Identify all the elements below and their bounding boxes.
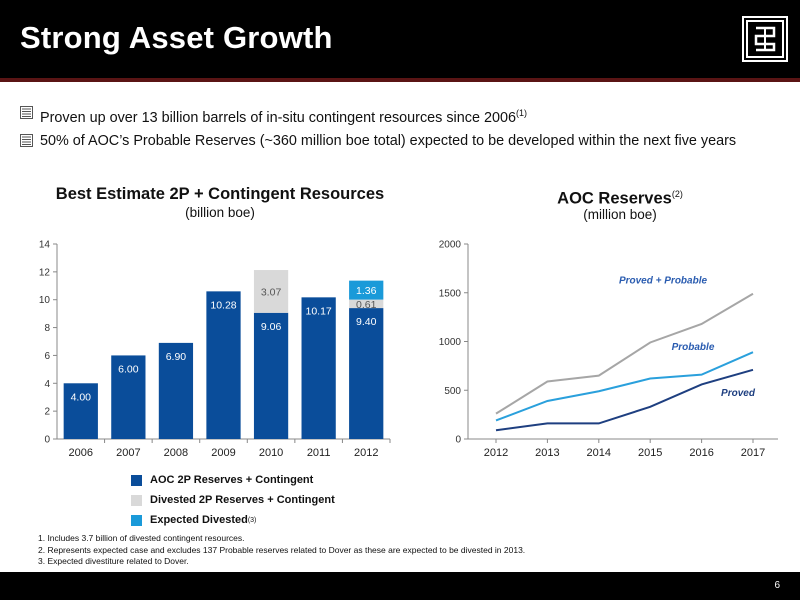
- bar-x-tick-label: 2012: [354, 447, 378, 459]
- legend-item-aoc: AOC 2P Reserves + Contingent: [131, 470, 335, 490]
- bar-segment: [158, 342, 194, 439]
- page-title: Strong Asset Growth: [20, 20, 333, 55]
- line-chart-subtitle: (million boe): [583, 207, 657, 222]
- bar-x-tick-label: 2006: [69, 447, 93, 459]
- bar-y-tick-label: 14: [39, 240, 51, 251]
- bar-segment: [111, 355, 146, 439]
- line-series: [495, 368, 754, 432]
- bar-data-label: 10.28: [210, 299, 236, 311]
- bar-data-label: 4.00: [71, 391, 92, 403]
- footnote-2: 2. Represents expected case and excludes…: [38, 544, 526, 555]
- line-x-tick-label: 2012: [484, 447, 508, 459]
- line-y-tick-label: 500: [444, 386, 461, 397]
- line-series: [495, 292, 754, 415]
- line-series: [495, 351, 754, 422]
- bullet-item: 50% of AOC’s Probable Reserves (~360 mil…: [20, 132, 795, 150]
- bar-data-label: 0.61: [356, 299, 377, 311]
- line-x-tick-label: 2015: [638, 447, 662, 459]
- bar-segment: [206, 291, 241, 439]
- bar-data-label: 6.90: [166, 351, 187, 363]
- bullet-square-icon: [20, 106, 33, 119]
- bullet-list: Proven up over 13 billion barrels of in-…: [20, 104, 795, 155]
- line-y-tick-label: 1000: [439, 337, 462, 348]
- bullet-footnote-marker: (1): [515, 108, 527, 118]
- bullet-text: 50% of AOC’s Probable Reserves (~360 mil…: [40, 132, 737, 149]
- footnotes: 1. Includes 3.7 billion of divested cont…: [38, 533, 525, 568]
- legend-swatch-expected: [131, 514, 142, 526]
- legend-swatch-aoc: [131, 474, 142, 486]
- bar-segment: [349, 308, 384, 439]
- header-bar: Strong Asset Growth: [0, 0, 800, 78]
- line-y-tick-label: 1500: [439, 288, 462, 299]
- bar-segment: [349, 280, 384, 300]
- legend-label: Expected Divested: [150, 514, 248, 526]
- line-series-label: Proved + Probable: [619, 276, 708, 287]
- legend-swatch-divested: [131, 494, 142, 506]
- bar-segment: [301, 297, 336, 439]
- footer-bar: 6: [0, 572, 800, 600]
- legend-label: AOC 2P Reserves + Contingent: [150, 474, 314, 486]
- line-series-label: Probable: [672, 342, 715, 353]
- bar-y-tick-label: 10: [39, 295, 51, 306]
- bar-x-tick-label: 2008: [164, 447, 188, 459]
- bar-chart-legend: AOC 2P Reserves + Contingent Divested 2P…: [131, 470, 335, 530]
- bullet-square-icon: [20, 133, 33, 147]
- bar-y-tick-label: 8: [44, 323, 50, 334]
- bar-y-tick-label: 12: [39, 267, 51, 278]
- bar-segment: [253, 312, 289, 439]
- legend-item-divested: Divested 2P Reserves + Contingent: [131, 490, 335, 510]
- line-x-tick-label: 2014: [587, 447, 611, 459]
- bullet-text: Proven up over 13 billion barrels of in-…: [40, 109, 516, 126]
- bar-segment: [253, 270, 289, 313]
- bar-segment: [349, 299, 384, 309]
- bar-data-label: 1.36: [356, 285, 377, 297]
- header-rule: [0, 78, 800, 82]
- bar-y-tick-label: 2: [44, 407, 50, 418]
- bar-y-tick-label: 4: [44, 379, 50, 390]
- line-x-tick-label: 2016: [689, 447, 713, 459]
- line-x-tick-label: 2017: [741, 447, 765, 459]
- bullet-item: Proven up over 13 billion barrels of in-…: [20, 104, 795, 127]
- footnote-3: 3. Expected divestiture related to Dover…: [38, 556, 189, 566]
- line-chart: 0 500 1000 1500 2000 2012 2013 2014 2015 2016 2017…: [439, 240, 778, 459]
- legend-item-expected: Expected Divested (3): [131, 510, 335, 530]
- bar-x-tick-label: 2009: [211, 447, 235, 459]
- bar-x-tick-label: 2011: [307, 447, 331, 459]
- bar-y-tick-label: 0: [44, 435, 50, 446]
- legend-footnote-marker: (3): [247, 516, 257, 524]
- bar-x-tick-label: 2010: [259, 447, 283, 459]
- line-x-tick-label: 2013: [535, 447, 559, 459]
- bar-data-label: 9.06: [261, 321, 282, 333]
- bar-data-label: 6.00: [118, 363, 139, 375]
- line-chart-title-footnote: (2): [671, 189, 683, 199]
- bar-segment: [63, 383, 98, 439]
- line-series-label: Proved: [721, 388, 756, 399]
- line-y-tick-label: 0: [455, 435, 461, 446]
- bar-chart-subtitle: (billion boe): [185, 205, 255, 220]
- page-number: 6: [774, 580, 780, 591]
- bar-x-tick-label: 2007: [116, 447, 140, 459]
- bar-data-label: 3.07: [261, 286, 282, 298]
- footnote-1: 1. Includes 3.7 billion of divested cont…: [38, 533, 245, 543]
- bar-chart-title: Best Estimate 2P + Contingent Resources: [55, 185, 385, 203]
- bar-data-label: 10.17: [306, 305, 332, 317]
- legend-label: Divested 2P Reserves + Contingent: [150, 494, 335, 506]
- line-chart-title: AOC Reserves(2): [557, 189, 683, 208]
- bar-chart: 0 2 4 6 8 10 12 14 2006 4.00 2007 6.00 2008 6.90 2009 1…: [39, 240, 391, 459]
- bar-y-tick-label: 6: [44, 351, 50, 362]
- bar-data-label: 9.40: [356, 316, 377, 328]
- company-logo-icon: [742, 16, 788, 62]
- line-y-tick-label: 2000: [439, 240, 462, 251]
